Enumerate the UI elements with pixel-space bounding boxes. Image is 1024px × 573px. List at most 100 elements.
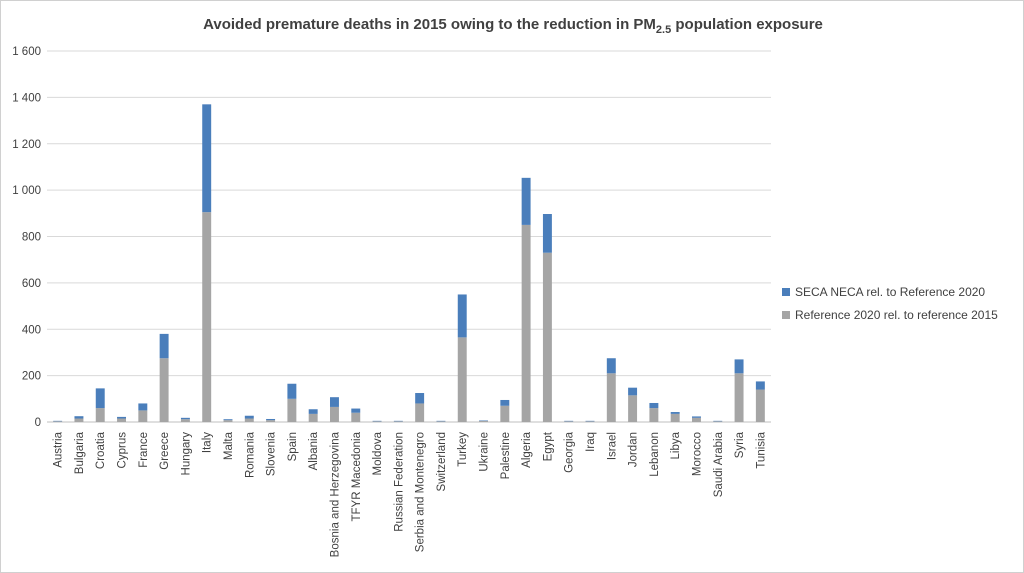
x-tick-label: France [138, 432, 150, 468]
bar-segment-seca-neca [287, 383, 297, 399]
x-tick-label: Tunisia [755, 431, 767, 468]
bar-segment-seca-neca [649, 402, 659, 409]
bar-segment-reference-2020 [564, 421, 574, 422]
bar-segment-seca-neca [606, 358, 616, 374]
bar-segment-reference-2020 [351, 412, 361, 422]
bar-segment-reference-2020 [159, 358, 169, 422]
bar-segment-seca-neca [266, 418, 276, 421]
bar-segment-reference-2020 [521, 224, 531, 422]
bar-segment-seca-neca [734, 359, 744, 374]
bar-segment-reference-2020 [329, 406, 339, 422]
bar-segment-reference-2020 [180, 419, 190, 422]
bar-segment-reference-2020 [287, 398, 297, 422]
x-tick-label: Croatia [95, 431, 107, 469]
bar-segment-seca-neca [159, 333, 169, 359]
bar-segment-reference-2020 [734, 373, 744, 422]
x-tick-label: Moldova [372, 431, 384, 475]
x-tick-label: Bulgaria [74, 431, 86, 474]
x-tick-label: Switzerland [436, 432, 448, 491]
bar-segment-reference-2020 [606, 373, 616, 422]
bar-segment-reference-2020 [223, 420, 233, 422]
legend-label: Reference 2020 rel. to reference 2015 [795, 308, 998, 322]
x-tick-label: Libya [670, 431, 682, 459]
y-axis: 0 200 400 600 800 1 000 1 200 1 400 1 600 [12, 46, 41, 429]
bar-segment-reference-2020 [202, 212, 212, 422]
x-tick-label: Romania [244, 431, 256, 478]
bar-segment-reference-2020 [308, 413, 318, 422]
bar-segment-reference-2020 [713, 421, 723, 422]
bar-segment-reference-2020 [500, 405, 510, 422]
bar-segment-reference-2020 [372, 421, 382, 422]
bar-segment-reference-2020 [53, 421, 63, 422]
x-tick-label: Algeria [521, 431, 533, 467]
legend-swatch [782, 288, 790, 296]
bar-segment-seca-neca [691, 416, 701, 418]
y-tick-label: 200 [22, 371, 41, 383]
bar-segment-seca-neca [95, 388, 105, 409]
y-tick-label: 800 [22, 232, 41, 244]
x-tick-label: Cyprus [117, 432, 129, 469]
x-tick-label: Saudi Arabia [713, 431, 725, 497]
x-tick-label: Georgia [564, 431, 576, 473]
x-tick-label: Morocco [691, 432, 703, 476]
x-tick-label: Malta [223, 431, 235, 460]
x-tick-label: Slovenia [266, 431, 278, 476]
x-tick-label: Bosnia and Herzegovina [329, 431, 341, 557]
bar-segment-seca-neca [244, 415, 254, 419]
bar-segment-seca-neca [223, 419, 233, 421]
y-tick-label: 1 400 [12, 92, 41, 104]
x-axis: Austria Bulgaria Croatia Cyprus France Greece… [53, 431, 768, 557]
y-tick-label: 1 600 [12, 46, 41, 58]
x-tick-label: Serbia and Montenegro [415, 432, 427, 552]
x-tick-label: Austria [53, 431, 65, 467]
bar-segment-reference-2020 [670, 413, 680, 422]
x-tick-label: Jordan [628, 432, 640, 467]
x-tick-label: Palestine [500, 432, 512, 479]
bar-segment-reference-2020 [755, 389, 765, 422]
legend-swatch [782, 311, 790, 319]
bar-segment-reference-2020 [95, 408, 105, 422]
bar-segment-seca-neca [500, 399, 510, 406]
bar-segment-seca-neca [415, 393, 425, 404]
bar-segment-seca-neca [457, 294, 467, 338]
x-tick-label: Lebanon [649, 432, 661, 477]
y-tick-label: 0 [35, 417, 41, 429]
bar-segment-seca-neca [329, 397, 339, 407]
x-tick-label: Spain [287, 432, 299, 461]
bar-segment-reference-2020 [415, 403, 425, 422]
bar-segment-reference-2020 [479, 420, 489, 422]
bar-segment-reference-2020 [457, 337, 467, 422]
bar-segment-seca-neca [202, 104, 212, 213]
bar-segment-seca-neca [351, 408, 361, 413]
bar-segment-seca-neca [117, 416, 127, 419]
bar-segment-reference-2020 [138, 410, 148, 422]
bar-segment-reference-2020 [393, 421, 403, 422]
x-tick-label: Ukraine [479, 432, 491, 472]
x-tick-label: Syria [734, 431, 746, 458]
bar-segment-reference-2020 [691, 417, 701, 422]
x-tick-label: Turkey [457, 432, 469, 467]
bar-segment-reference-2020 [266, 420, 276, 422]
bar-segment-reference-2020 [117, 418, 127, 422]
x-tick-label: Greece [159, 432, 171, 470]
bar-segment-reference-2020 [649, 408, 659, 422]
bar-segment-reference-2020 [628, 395, 638, 422]
y-tick-label: 400 [22, 324, 41, 336]
y-tick-label: 600 [22, 278, 41, 290]
bar-segment-reference-2020 [585, 421, 595, 422]
bar-segment-seca-neca [521, 177, 531, 225]
bar-segment-reference-2020 [244, 418, 254, 422]
x-tick-label: Russian Federation [393, 432, 405, 532]
x-tick-label: Israel [606, 432, 618, 460]
y-tick-label: 1 000 [12, 185, 41, 197]
bar-segment-seca-neca [670, 412, 680, 414]
legend-label: SECA NECA rel. to Reference 2020 [795, 285, 985, 299]
y-tick-label: 1 200 [12, 139, 41, 151]
bar-segment-seca-neca [628, 387, 638, 396]
x-tick-label: Albania [308, 431, 320, 470]
x-tick-label: Iraq [585, 432, 597, 452]
bars [53, 104, 765, 422]
x-tick-label: Hungary [180, 432, 192, 476]
